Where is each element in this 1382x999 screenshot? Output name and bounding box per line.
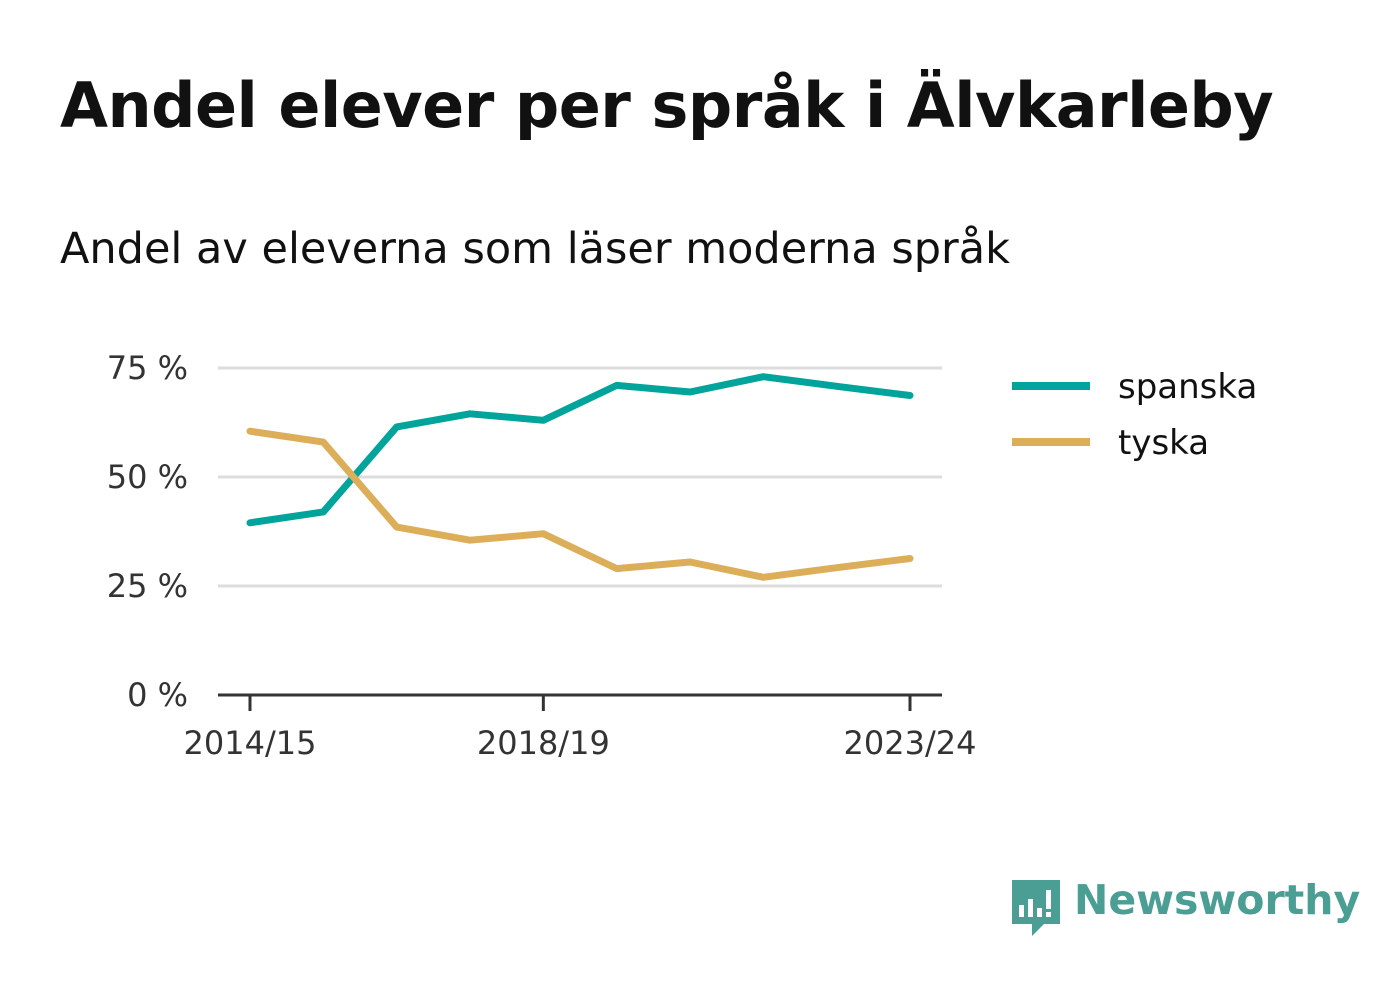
x-axis-ticks: 2014/15 2018/19 2023/24: [184, 695, 977, 762]
newsworthy-logo-icon: [1012, 880, 1060, 936]
newsworthy-logo: Newsworthy: [1010, 876, 1361, 940]
series-lines: [246, 373, 914, 581]
chart-title: Andel elever per språk i Älvkarleby: [60, 69, 1274, 142]
x-tick-label: 2018/19: [477, 724, 610, 762]
y-tick-label: 75 %: [107, 349, 188, 387]
y-tick-label: 25 %: [107, 567, 188, 605]
x-tick-label: 2014/15: [184, 724, 317, 762]
chart-subtitle: Andel av eleverna som läser moderna språ…: [60, 224, 1010, 274]
y-axis-labels: 0 % 25 % 50 % 75 %: [107, 349, 188, 714]
y-tick-label: 0 %: [127, 676, 188, 714]
legend-label-spanska: spanska: [1118, 367, 1257, 407]
series-line-spanska: [246, 373, 914, 527]
x-tick-label: 2023/24: [844, 724, 977, 762]
y-tick-label: 50 %: [107, 458, 188, 496]
legend: spanska tyska: [1012, 367, 1257, 463]
legend-label-tyska: tyska: [1118, 423, 1209, 463]
grid-lines: [218, 366, 942, 588]
newsworthy-logo-text: Newsworthy: [1074, 876, 1361, 924]
series-line-tyska: [246, 427, 914, 581]
